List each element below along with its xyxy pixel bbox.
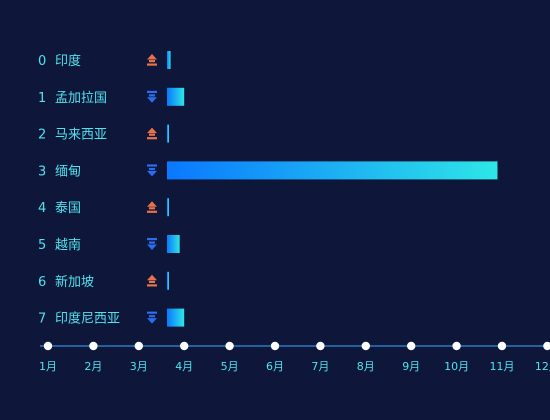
tick-label: 12月 [535,360,550,373]
rank-label: 5 [38,238,46,253]
tick-label: 2月 [84,360,102,373]
bar [167,87,185,106]
bar-row: 0 印度 [38,51,171,69]
axis-dot [270,341,280,351]
rank-label: 1 [38,91,46,106]
bar [167,235,180,253]
category-label: 印度尼西亚 [55,311,120,327]
category-label: 印度 [55,53,81,69]
bar-row: 5 越南 [38,235,180,253]
bar [167,51,171,69]
axis-dot [407,341,416,351]
bar-row: 3 缅甸 [38,161,498,180]
tick-label: 11月 [490,360,515,373]
tick-label: 10月 [444,360,469,373]
tick-label: 5月 [221,360,239,373]
rank-label: 4 [38,201,46,216]
rank-label: 6 [38,275,46,290]
rank-label: 7 [38,312,46,327]
category-label: 泰国 [55,201,81,216]
bar-row: 2 马来西亚 [38,124,169,143]
category-label: 孟加拉国 [55,91,107,106]
arrow-up-icon [147,201,157,213]
axis-dot [497,341,507,351]
bar [167,161,498,180]
arrow-up-icon [147,274,157,287]
tick-label: 8月 [357,360,375,373]
rank-label: 2 [38,128,46,143]
rank-label: 3 [38,164,46,179]
tick-label: 7月 [311,360,329,373]
arrow-up-icon [147,127,157,140]
x-axis: 1月 2月 3月 4月 5月 6月 7月 8月 9月 10月 11月 12月 [39,341,550,373]
bar [167,198,169,217]
arrow-down-icon [147,90,157,103]
tick-label: 6月 [266,360,284,373]
category-label: 新加坡 [55,274,94,290]
category-label: 越南 [55,237,81,253]
axis-dot [452,341,461,351]
tick-label: 1月 [39,360,57,373]
arrow-down-icon [147,238,157,250]
axis-dot [543,341,550,351]
arrow-down-icon [147,311,157,324]
bar-row: 6 新加坡 [38,271,169,290]
tick-label: 9月 [402,360,420,373]
tick-label: 4月 [175,360,193,373]
axis-dot [89,341,98,351]
axis-dot [225,341,234,351]
bar [167,124,169,143]
bar-rows: 0 印度 1 孟加拉国 2 马来西亚 3 缅甸 4 泰国 5 越南 6 新加坡 7 印度尼西亚 [38,51,498,327]
rank-label: 0 [38,54,46,69]
arrow-down-icon [147,164,157,177]
bar-row: 7 印度尼西亚 [38,308,185,327]
arrow-up-icon [147,54,157,66]
bar-row: 4 泰国 [38,198,169,217]
bar-row: 1 孟加拉国 [38,87,185,106]
bar [167,271,169,290]
axis-dot [43,341,53,351]
axis-dot [134,341,143,351]
tick-label: 3月 [130,360,148,373]
category-label: 马来西亚 [55,128,107,143]
axis-dot [180,341,189,351]
axis-dot [361,341,370,351]
bar [167,308,185,327]
category-label: 缅甸 [55,164,81,179]
axis-dot [316,341,325,351]
